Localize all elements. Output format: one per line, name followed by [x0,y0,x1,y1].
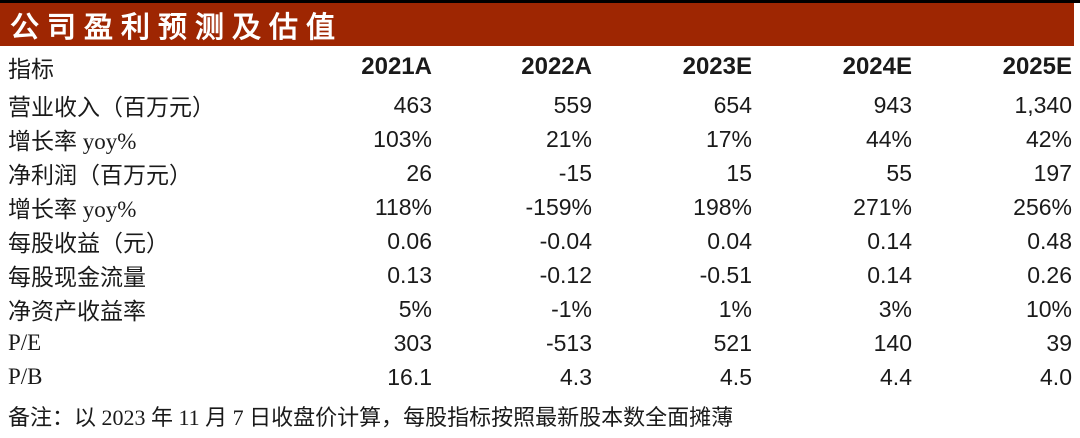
metrics-table: 指标 2021A 2022A 2023E 2024E 2025E 营业收入（百万元） 463… [0,46,1080,394]
row-label: 净利润（百万元） [8,163,192,188]
cell-value: 26 [406,159,432,186]
table-header-row: 指标 2021A 2022A 2023E 2024E 2025E [0,46,1080,88]
cell-value: 463 [393,91,432,118]
top-rule [0,0,1080,3]
cell-value: 197 [1033,159,1072,186]
cell-value: 15 [726,159,752,186]
report-title-bar: 公司盈利预测及估值 [0,3,1074,46]
cell-value: 103% [373,125,432,152]
row-label: 每股现金流量 [8,265,146,290]
cell-value: 1% [718,295,752,322]
cell-value: -0.12 [539,261,592,288]
cell-value: 5% [398,295,432,322]
cell-value: -1% [551,295,592,322]
table-row: 每股收益（元） 0.06 -0.04 0.04 0.14 0.48 [0,224,1080,258]
row-label: P/E [8,330,42,355]
cell-value: 943 [873,91,912,118]
cell-value: 55 [886,159,912,186]
cell-value: -513 [545,329,592,356]
cell-value: 16.1 [387,363,432,390]
cell-value: -0.04 [539,227,592,254]
cell-value: 0.06 [387,227,432,254]
cell-value: 559 [553,91,592,118]
row-label: 增长率 yoy% [8,129,137,154]
table-row: P/B 16.1 4.3 4.5 4.4 4.0 [0,360,1080,394]
row-label: 净资产收益率 [8,299,146,324]
table-row: P/E 303 -513 521 140 39 [0,326,1080,360]
table-row: 增长率 yoy% 103% 21% 17% 44% 42% [0,122,1080,156]
table-body: 营业收入（百万元） 463 559 654 943 1,340 增长率 yoy% 103% 21… [0,88,1080,394]
cell-value: 17% [705,125,752,152]
row-label: 营业收入（百万元） [8,95,215,120]
cell-value: 0.04 [707,227,752,254]
cell-value: 256% [1013,193,1072,220]
cell-value: 4.5 [720,363,752,390]
table-row: 增长率 yoy% 118% -159% 198% 271% 256% [0,190,1080,224]
column-header-year: 2024E [842,53,912,80]
column-header-year: 2022A [521,53,592,80]
column-header-year: 2025E [1002,53,1072,80]
cell-value: 3% [878,295,912,322]
report-title: 公司盈利预测及估值 [10,11,344,44]
cell-value: -15 [558,159,592,186]
table-row: 每股现金流量 0.13 -0.12 -0.51 0.14 0.26 [0,258,1080,292]
table-row: 净资产收益率 5% -1% 1% 3% 10% [0,292,1080,326]
cell-value: 118% [374,193,432,220]
cell-value: 21% [545,125,592,152]
cell-value: 198% [693,193,752,220]
cell-value: 4.3 [560,363,592,390]
column-header-year: 2023E [682,53,752,80]
cell-value: 521 [713,329,752,356]
cell-value: 0.14 [867,261,912,288]
footnote: 备注：以 2023 年 11 月 7 日收盘价计算，每股指标按照最新股本数全面摊… [8,405,734,430]
cell-value: 4.0 [1040,363,1072,390]
cell-value: 0.26 [1027,261,1072,288]
cell-value: 0.14 [867,227,912,254]
table-row: 净利润（百万元） 26 -15 15 55 197 [0,156,1080,190]
cell-value: 654 [713,91,752,118]
cell-value: 4.4 [880,363,912,390]
cell-value: 44% [865,125,912,152]
table-row: 营业收入（百万元） 463 559 654 943 1,340 [0,88,1080,122]
row-label: 每股收益（元） [8,231,169,256]
column-header-metric: 指标 [8,57,54,82]
cell-value: -159% [525,193,592,220]
row-label: P/B [8,364,43,389]
cell-value: 140 [873,329,912,356]
cell-value: 0.13 [387,261,432,288]
cell-value: 10% [1025,295,1072,322]
cell-value: 1,340 [1014,91,1072,118]
cell-value: -0.51 [699,261,752,288]
column-header-year: 2021A [361,53,432,80]
cell-value: 271% [853,193,912,220]
cell-value: 39 [1046,329,1072,356]
cell-value: 303 [393,329,432,356]
cell-value: 0.48 [1027,227,1072,254]
row-label: 增长率 yoy% [8,197,137,222]
cell-value: 42% [1025,125,1072,152]
